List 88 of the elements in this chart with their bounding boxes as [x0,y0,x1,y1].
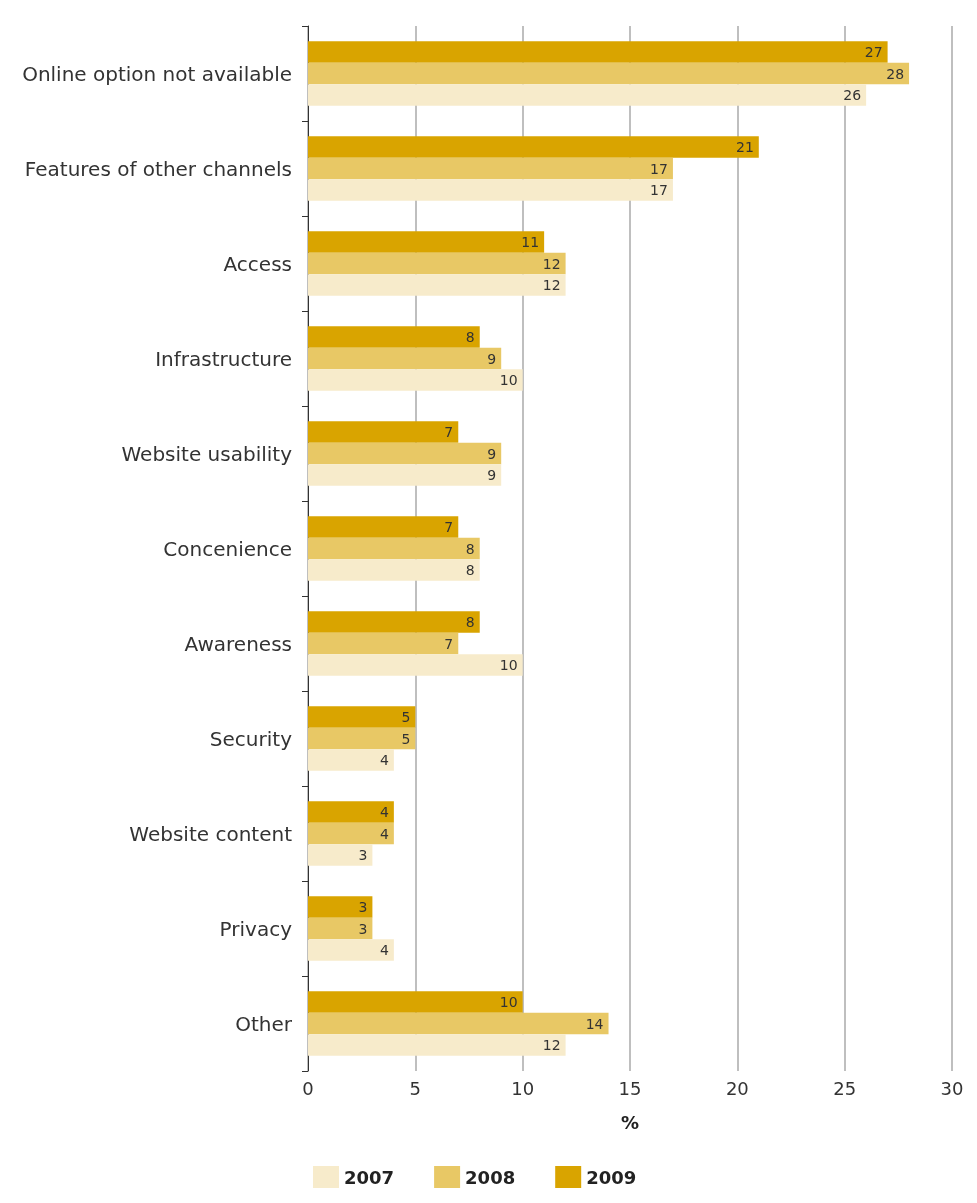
data-label: 5 [401,708,411,725]
data-label: 8 [465,540,475,557]
bar [308,537,480,560]
data-label: 8 [465,613,475,630]
bar [308,369,523,391]
x-tick-label: 5 [409,1077,422,1099]
x-tick-label: 0 [302,1077,314,1099]
data-label: 4 [379,942,389,959]
x-tick-label: 20 [725,1077,749,1099]
bar [308,231,545,253]
data-label: 14 [585,1015,604,1032]
data-label: 10 [499,372,518,389]
data-label: 17 [650,182,668,199]
bar [308,801,394,823]
data-label: 12 [542,255,561,272]
bar [308,516,459,538]
bar [308,1012,609,1035]
data-label: 7 [444,635,454,652]
bar [308,274,566,296]
bar [308,41,888,63]
bar [308,632,459,655]
data-label: 8 [465,562,475,579]
data-label: 11 [521,233,540,250]
data-label: 5 [401,730,411,747]
y-tick-label: Website content [129,821,293,846]
bar [308,1034,566,1056]
bar [308,421,459,443]
bar [308,706,416,728]
y-tick-label: Online option not available [22,61,292,86]
x-tick-label: 10 [511,1077,535,1099]
data-label: 3 [358,898,368,915]
data-label: 9 [487,445,497,462]
x-tick-label: 15 [618,1077,642,1099]
bar [308,84,867,106]
y-tick-label: Access [223,251,292,276]
data-label: 7 [444,423,454,440]
bar [308,822,394,845]
y-tick-label: Security [209,726,293,751]
bar [308,464,502,486]
bar [308,917,373,940]
y-tick-label: Other [235,1011,293,1036]
data-label: 9 [487,467,497,484]
data-label: 12 [542,277,561,294]
data-label: 7 [444,518,454,535]
bar [308,749,394,771]
y-tick-label: Features of other channels [24,156,292,181]
data-label: 10 [499,993,518,1010]
bar [308,136,759,158]
bar [308,326,480,348]
legend-label: 2008 [465,1166,516,1188]
data-label: 4 [379,803,389,820]
y-tick-label: Privacy [219,916,293,941]
data-label: 26 [843,87,862,104]
bar [308,611,480,633]
data-label: 9 [487,350,497,367]
data-label: 28 [886,65,905,82]
bar [308,347,502,370]
y-tick-label: Awareness [184,631,292,656]
bar [308,442,502,465]
data-label: 3 [358,920,368,937]
bar [308,727,416,750]
bar [308,939,394,961]
x-tick-label: 25 [833,1077,857,1099]
data-label: 21 [735,138,754,155]
bar [308,654,523,676]
data-label: 27 [864,43,883,60]
data-label: 10 [499,657,518,674]
bar [308,844,373,866]
data-label: 4 [379,752,389,769]
y-tick-label: Infrastructure [155,346,292,371]
bar [308,179,673,201]
data-label: 17 [650,160,668,177]
bar [308,559,480,581]
data-label: 3 [358,847,368,864]
legend-label: 2009 [586,1166,637,1188]
bar [308,252,566,275]
data-label: 4 [379,825,389,842]
bar [308,62,910,85]
y-tick-label: Concenience [163,536,292,561]
bar [308,157,673,180]
legend-label: 2007 [344,1166,395,1188]
x-tick-label: 30 [940,1077,964,1099]
data-label: 8 [465,328,475,345]
bar [308,991,523,1013]
data-label: 12 [542,1037,561,1054]
bar [308,896,373,918]
x-axis-title: % [620,1111,640,1133]
y-tick-label: Website usability [121,441,293,466]
